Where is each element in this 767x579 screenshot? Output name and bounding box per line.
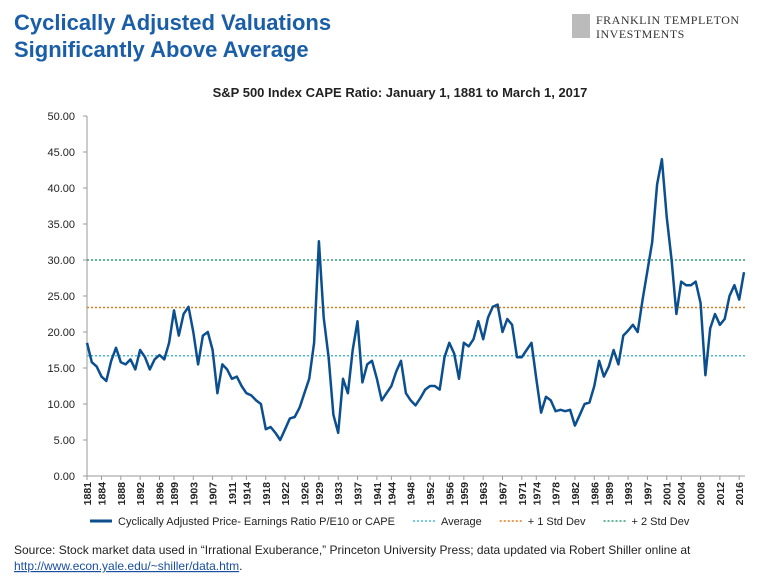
y-tick-label: 5.00	[54, 435, 75, 447]
x-tick-label: 1971	[517, 482, 529, 506]
x-tick-label: 1896	[154, 482, 166, 506]
x-tick-label: 2004	[676, 482, 688, 506]
x-tick-label: 1997	[642, 482, 654, 506]
x-tick-label: 1974	[531, 482, 543, 506]
source-link[interactable]: http://www.econ.yale.edu/~shiller/data.h…	[14, 559, 239, 573]
legend-label: Average	[441, 516, 482, 528]
x-tick-label: 1926	[299, 482, 311, 506]
x-tick-label: 1956	[444, 482, 456, 506]
x-tick-label: 1907	[208, 482, 220, 506]
y-tick-label: 45.00	[47, 147, 75, 159]
x-tick-label: 1933	[333, 482, 345, 506]
headline: Significantly Above Average	[14, 37, 309, 62]
chart-title: S&P 500 Index CAPE Ratio: January 1, 188…	[213, 85, 588, 100]
x-tick-label: 1911	[227, 482, 239, 505]
x-tick-label: 1903	[188, 482, 200, 506]
y-tick-label: 20.00	[47, 327, 75, 339]
y-tick-label: 10.00	[47, 399, 75, 411]
source-end: .	[239, 559, 242, 573]
x-tick-label: 1982	[570, 482, 582, 506]
x-tick-label: 1937	[353, 482, 365, 506]
source: Source: Stock market data used in “Irrat…	[14, 543, 691, 557]
x-tick-label: 1922	[280, 482, 292, 506]
x-tick-label: 1959	[459, 482, 471, 506]
x-tick-label: 1914	[241, 482, 253, 506]
headline: Cyclically Adjusted Valuations	[14, 10, 331, 35]
x-tick-label: 1986	[589, 482, 601, 506]
x-tick-label: 1948	[406, 482, 418, 506]
x-tick-label: 1918	[261, 482, 273, 506]
x-tick-label: 1963	[478, 482, 490, 506]
x-tick-label: 2016	[734, 482, 746, 506]
x-tick-label: 1899	[169, 482, 181, 506]
x-tick-label: 2008	[696, 482, 708, 506]
y-tick-label: 30.00	[47, 255, 75, 267]
x-tick-label: 1929	[314, 482, 326, 506]
x-tick-label: 1989	[604, 482, 616, 506]
y-tick-label: 50.00	[47, 111, 75, 123]
y-tick-label: 40.00	[47, 183, 75, 195]
y-tick-label: 35.00	[47, 219, 75, 231]
x-tick-label: 1892	[135, 482, 147, 506]
logo-text: INVESTMENTS	[596, 27, 685, 41]
legend-label: Cyclically Adjusted Price- Earnings Rati…	[118, 516, 395, 528]
cape-line	[85, 157, 746, 442]
x-tick-label: 1978	[551, 482, 563, 506]
x-tick-label: 1888	[116, 482, 128, 506]
y-tick-label: 0.00	[54, 471, 75, 483]
x-tick-label: 1944	[386, 482, 398, 506]
x-tick-label: 2001	[662, 482, 674, 506]
x-tick-label: 1881	[82, 482, 94, 506]
legend-label: + 1 Std Dev	[528, 516, 586, 528]
logo-text: FRANKLIN TEMPLETON	[596, 13, 740, 27]
y-tick-label: 15.00	[47, 363, 75, 375]
y-tick-label: 25.00	[47, 291, 75, 303]
legend-label: + 2 Std Dev	[632, 516, 690, 528]
logo-icon	[572, 14, 590, 38]
x-tick-label: 1993	[623, 482, 635, 506]
x-tick-label: 1884	[96, 482, 108, 506]
x-tick-label: 2012	[715, 482, 727, 506]
x-tick-label: 1952	[425, 482, 437, 506]
x-tick-label: 1967	[497, 482, 509, 506]
x-tick-label: 1941	[372, 482, 384, 506]
